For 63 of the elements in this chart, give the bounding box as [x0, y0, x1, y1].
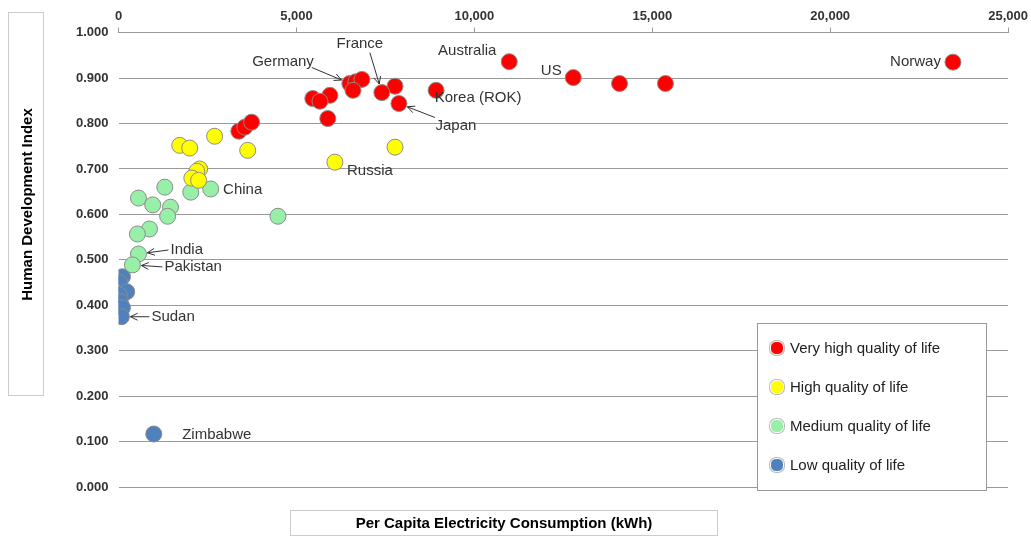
- y-tick-label: 1.000: [75, 24, 109, 40]
- y-tick-label: 0.700: [75, 160, 109, 176]
- point: [611, 75, 629, 93]
- point: [319, 110, 337, 128]
- y-tick-label: 0.300: [75, 342, 109, 358]
- annotation: Pakistan: [164, 257, 222, 275]
- x-tick-label: 10,000: [454, 8, 495, 24]
- x-tick-label: 5,000: [280, 8, 313, 24]
- y-tick-label: 0.100: [75, 433, 109, 449]
- point: [386, 138, 404, 156]
- point: [129, 189, 147, 207]
- point: [181, 139, 199, 157]
- x-tick-label: 25,000: [988, 8, 1028, 24]
- point: [656, 75, 674, 93]
- point: [344, 81, 362, 99]
- legend-label: Low quality of life: [790, 456, 906, 473]
- point: [128, 225, 146, 243]
- point: [326, 153, 344, 171]
- annotation: US: [540, 60, 562, 78]
- y-tick-label: 0.000: [75, 478, 109, 494]
- y-tick-label: 0.500: [75, 251, 109, 267]
- point: [206, 127, 224, 145]
- legend-label: High quality of life: [790, 378, 909, 395]
- annotation: Russia: [346, 161, 394, 179]
- point: [386, 77, 404, 95]
- point: [564, 69, 582, 87]
- point: [156, 178, 174, 196]
- annotation: Zimbabwe: [182, 425, 252, 443]
- point: [144, 196, 162, 214]
- y-tick-label: 0.200: [75, 387, 109, 403]
- point: [123, 256, 141, 274]
- annotation: China: [223, 180, 263, 198]
- annotation: India: [170, 240, 204, 258]
- point: [239, 141, 257, 159]
- annotation: Germany: [252, 51, 315, 69]
- legend-label: Medium quality of life: [790, 417, 931, 434]
- x-tick-label: 15,000: [632, 8, 673, 24]
- x-axis-title: Per Capita Electricity Consumption (kWh): [290, 510, 718, 536]
- y-tick-label: 0.800: [75, 115, 109, 131]
- y-axis-title: Human Development Index: [17, 107, 35, 301]
- point: [190, 171, 208, 189]
- point: [390, 95, 408, 113]
- annotation: Korea (ROK): [434, 88, 522, 106]
- annotation: Sudan: [151, 306, 195, 324]
- y-tick-label: 0.400: [75, 296, 109, 312]
- annotation: Norway: [890, 52, 942, 70]
- legend-label: Very high quality of life: [790, 339, 941, 356]
- point: [269, 207, 287, 225]
- point: [202, 180, 220, 198]
- point: [500, 53, 518, 71]
- y-tick-label: 0.900: [75, 69, 109, 85]
- annotation: Australia: [438, 40, 498, 58]
- point: [373, 84, 391, 102]
- x-tick-label: 0: [114, 8, 123, 24]
- annotation: Japan: [435, 115, 477, 133]
- annotation: France: [336, 33, 384, 51]
- point: [243, 113, 261, 131]
- point: [159, 207, 177, 225]
- x-tick-label: 20,000: [810, 8, 851, 24]
- point: [944, 53, 962, 71]
- point: [311, 92, 329, 110]
- y-tick-label: 0.600: [75, 206, 109, 222]
- point: [353, 70, 371, 88]
